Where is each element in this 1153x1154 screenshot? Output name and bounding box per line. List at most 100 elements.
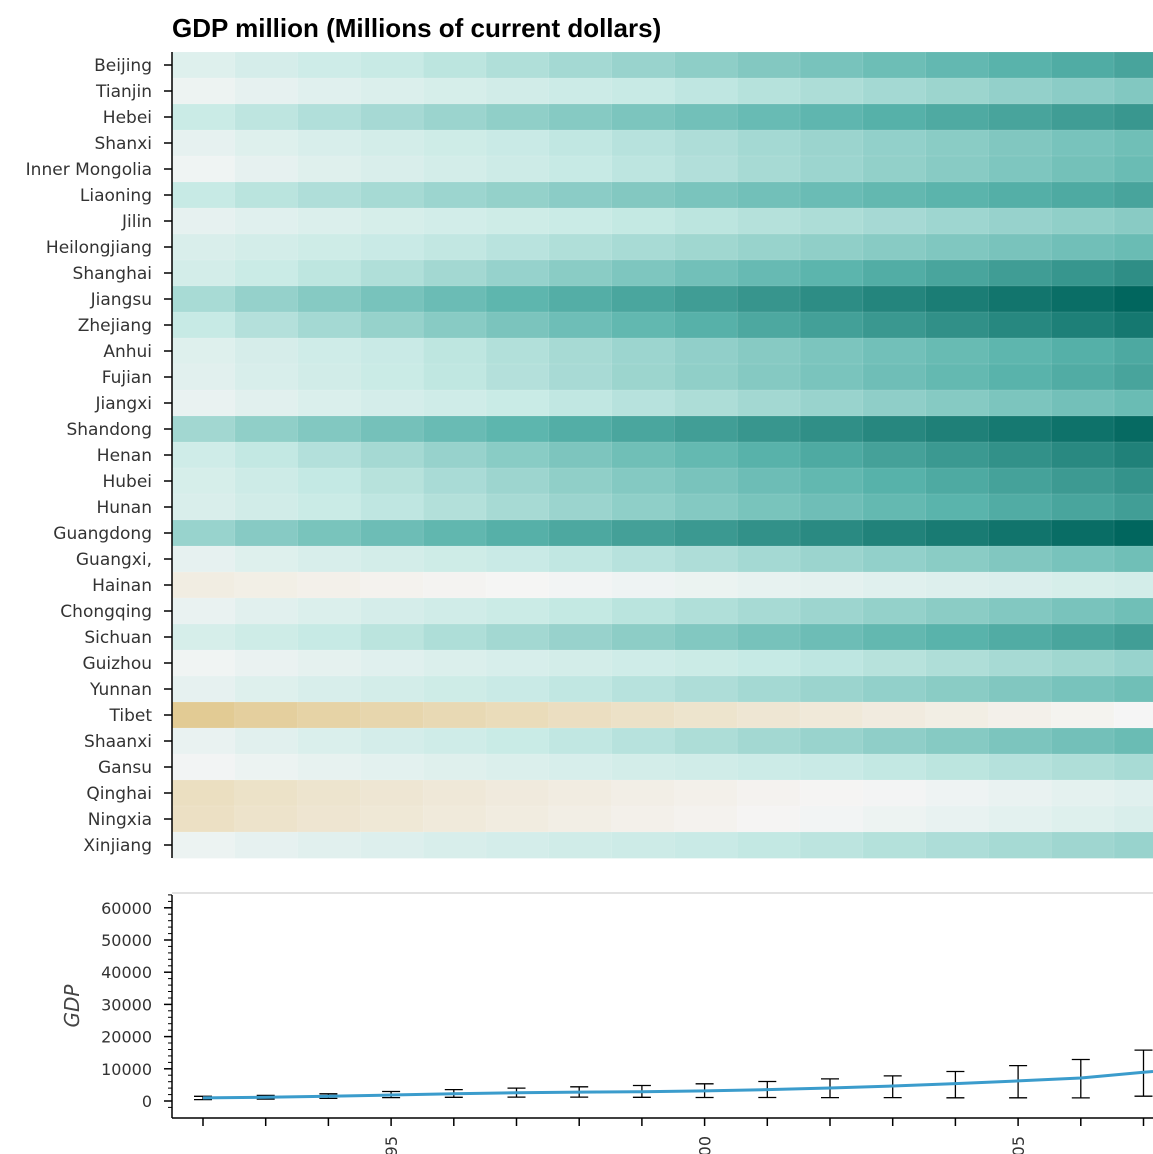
heatmap-cell (1113, 103, 1153, 131)
heatmap-cell (548, 259, 613, 287)
heatmap-cell (360, 233, 424, 261)
heatmap-cell (862, 597, 927, 625)
heatmap-cell (297, 389, 362, 417)
heatmap-cell (171, 155, 236, 183)
heatmap-cell (360, 779, 424, 807)
heatmap-cell (862, 181, 927, 209)
heatmap-cell (234, 233, 299, 261)
heatmap-cell (862, 805, 927, 833)
heatmap-cell (611, 129, 676, 157)
heatmap-cell (485, 259, 550, 287)
heatmap-cell (736, 233, 801, 261)
heatmap-cell (360, 727, 424, 755)
heatmap-cell (736, 51, 801, 79)
heatmap-cell (988, 649, 1052, 677)
heatmap-row-label: Hebei (103, 108, 152, 128)
heatmap-cell (1050, 51, 1115, 79)
heatmap-cell (862, 259, 927, 287)
heatmap-cell (360, 415, 424, 443)
heatmap-cell (925, 545, 990, 573)
heatmap-cell (171, 337, 236, 365)
heatmap-cell (674, 727, 738, 755)
heatmap-cell (297, 649, 362, 677)
heatmap-cell (422, 831, 487, 859)
heatmap-cell (925, 285, 990, 313)
heatmap-cell (799, 415, 864, 443)
heatmap-cell (736, 545, 801, 573)
heatmap-cell (1050, 597, 1115, 625)
heatmap-cell (799, 441, 864, 469)
heatmap-cell (988, 77, 1052, 105)
heatmap-cell (988, 441, 1052, 469)
heatmap-cell (799, 51, 864, 79)
heatmap-cell (297, 467, 362, 495)
heatmap-row-label: Hubei (102, 472, 152, 492)
heatmap-cell (1050, 181, 1115, 209)
heatmap-cell (422, 701, 487, 729)
heatmap-cell (234, 805, 299, 833)
heatmap-cell (799, 571, 864, 599)
heatmap-cell (862, 779, 927, 807)
heatmap-cell (360, 129, 424, 157)
heatmap-cell (862, 831, 927, 859)
heatmap-cell (297, 805, 362, 833)
heatmap-cell (925, 779, 990, 807)
heatmap-cell (988, 597, 1052, 625)
heatmap-cell (485, 779, 550, 807)
gdp-y-tick-label: 60000 (101, 899, 152, 918)
heatmap-row-label: Jilin (121, 212, 152, 232)
heatmap-cell (674, 363, 738, 391)
heatmap-cell (485, 441, 550, 469)
heatmap-cell (988, 285, 1052, 313)
heatmap-cell (485, 233, 550, 261)
heatmap-cell (485, 103, 550, 131)
heatmap-cell (1050, 831, 1115, 859)
heatmap-cell (1113, 805, 1153, 833)
heatmap-cell (862, 493, 927, 521)
heatmap-cell (485, 493, 550, 521)
heatmap-cell (674, 259, 738, 287)
heatmap-cell (799, 77, 864, 105)
heatmap-cell (297, 597, 362, 625)
heatmap-cell (611, 337, 676, 365)
heatmap-row-label: Tibet (109, 706, 153, 726)
heatmap-cell (234, 623, 299, 651)
heatmap-cell (422, 285, 487, 313)
heatmap-cell (422, 233, 487, 261)
heatmap-cell (548, 337, 613, 365)
heatmap-cell (1113, 77, 1153, 105)
heatmap-cell (674, 311, 738, 339)
heatmap-cell (988, 727, 1052, 755)
heatmap-cell (360, 597, 424, 625)
heatmap-cell (1113, 493, 1153, 521)
heatmap-cell (736, 753, 801, 781)
heatmap-cell (925, 701, 990, 729)
heatmap-cell (1113, 467, 1153, 495)
heatmap-cell (674, 129, 738, 157)
heatmap-cell (234, 51, 299, 79)
heatmap-cell (1050, 467, 1115, 495)
heatmap-cell (674, 337, 738, 365)
heatmap-cell (171, 415, 236, 443)
heatmap-cell (1113, 545, 1153, 573)
heatmap-cell (1113, 623, 1153, 651)
heatmap-cell (1113, 259, 1153, 287)
heatmap-cell (988, 831, 1052, 859)
heatmap-cell (925, 727, 990, 755)
heatmap-cell (674, 649, 738, 677)
heatmap-cell (799, 753, 864, 781)
gdp-y-tick-label: 10000 (101, 1060, 152, 1079)
heatmap-cell (422, 363, 487, 391)
heatmap-cell (736, 259, 801, 287)
gdp-line (202, 1070, 1153, 1100)
heatmap-cell (360, 77, 424, 105)
heatmap-cell (674, 519, 738, 547)
heatmap-cell (736, 519, 801, 547)
heatmap-cell (234, 363, 299, 391)
heatmap-cell (611, 571, 676, 599)
heatmap-cell (548, 467, 613, 495)
heatmap-cell (862, 363, 927, 391)
heatmap-cell (234, 441, 299, 469)
heatmap-cell (360, 337, 424, 365)
heatmap-cell (171, 753, 236, 781)
